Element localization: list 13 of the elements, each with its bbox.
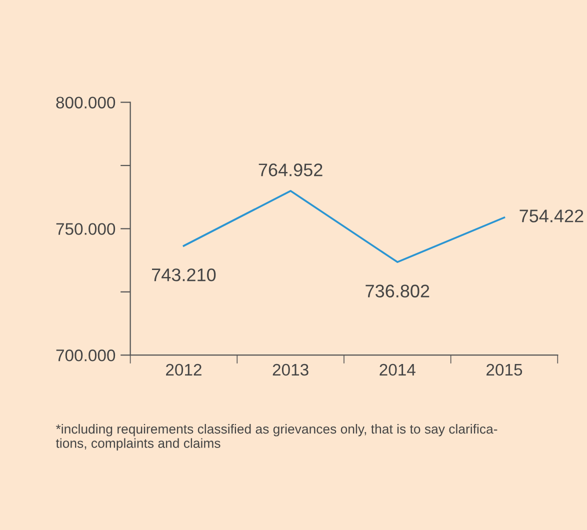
text: *including requirements classified as grievances only, that is to say clarifica- tions, complaints and claims <box>56 424 498 451</box>
x-tick-label: 2012 <box>166 364 202 376</box>
y-tick-label: 700.000 <box>56 350 116 362</box>
y-tick-label: 750.000 <box>56 223 116 235</box>
data-label: 764.952 <box>258 164 322 176</box>
y-tick-label: 800.000 <box>56 96 116 108</box>
x-tick-label: 2013 <box>272 364 308 376</box>
x-tick-label: 2014 <box>380 364 416 376</box>
x-tick-label: 2015 <box>486 364 522 376</box>
data-label: 743.210 <box>152 268 216 282</box>
data-label: 736.802 <box>366 284 430 298</box>
data-label: 754.422 <box>520 210 584 222</box>
line-series <box>182 190 506 263</box>
